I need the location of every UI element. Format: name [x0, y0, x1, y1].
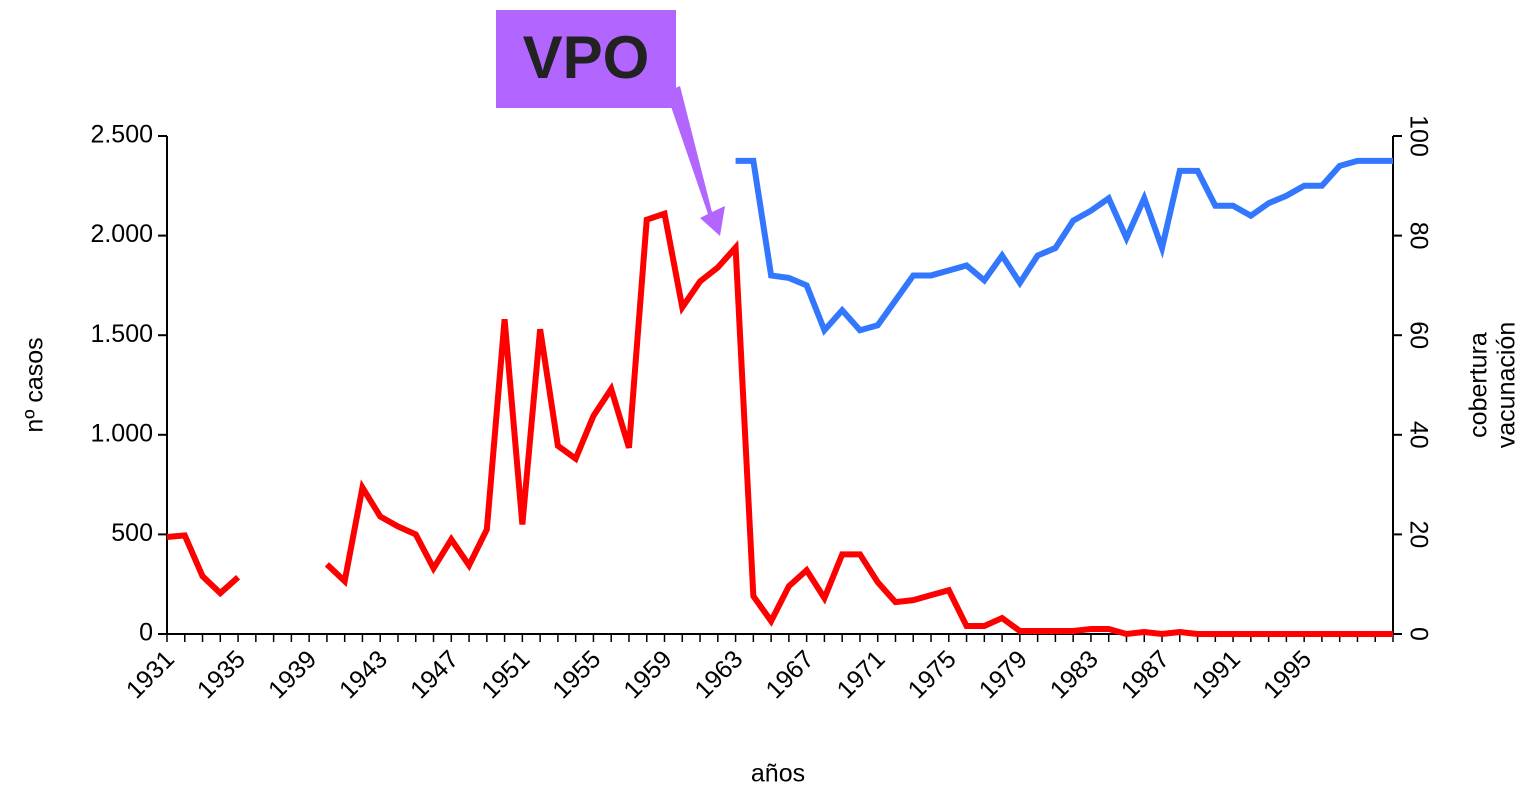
- x-tick-label: 1971: [832, 645, 891, 704]
- y2-tick-label: 0: [1404, 627, 1432, 641]
- y2-axis-label: cobertura: [1465, 332, 1493, 438]
- x-tick-label: 1979: [974, 645, 1033, 704]
- annotation-arrow: [666, 86, 725, 236]
- annotation-box: [496, 10, 676, 108]
- x-tick-label: 1995: [1258, 645, 1317, 704]
- annotation: VPO: [523, 24, 650, 91]
- y-tick-label: 1.000: [90, 419, 153, 447]
- y-tick-label: 500: [111, 519, 153, 547]
- x-tick-label: 1987: [1116, 645, 1175, 704]
- x-tick-label: 1943: [334, 645, 393, 704]
- series-line: [735, 157, 1393, 336]
- x-tick-label: 1959: [618, 645, 677, 704]
- y-tick-label: 2.000: [90, 220, 153, 248]
- y2-axis-label: vacunación: [1493, 322, 1521, 448]
- x-tick-label: 1955: [547, 645, 606, 704]
- y-axis-label: nº casos: [21, 337, 49, 432]
- x-tick-label: 1963: [689, 645, 748, 704]
- y2-tick-label: 20: [1404, 520, 1432, 548]
- x-tick-label: 1975: [903, 645, 962, 704]
- x-tick-label: 1931: [121, 645, 180, 704]
- x-tick-label: 1939: [263, 645, 322, 704]
- y2-tick-label: 40: [1404, 421, 1432, 449]
- x-tick-label: 1967: [760, 645, 819, 704]
- x-tick-label: 1935: [192, 645, 251, 704]
- x-tick-label: 1991: [1187, 645, 1246, 704]
- x-tick-label: 1947: [405, 645, 464, 704]
- y2-tick-label: 60: [1404, 321, 1432, 349]
- x-tick-label: 1983: [1045, 645, 1104, 704]
- y2-tick-label: 100: [1404, 115, 1432, 157]
- series-line: [166, 209, 1393, 638]
- x-tick-label: 1951: [476, 645, 535, 704]
- y-tick-label: 2.500: [90, 121, 153, 149]
- x-axis-label: años: [751, 760, 805, 788]
- y-tick-label: 0: [139, 619, 153, 647]
- y2-tick-label: 80: [1404, 222, 1432, 250]
- y-tick-label: 1.500: [90, 320, 153, 348]
